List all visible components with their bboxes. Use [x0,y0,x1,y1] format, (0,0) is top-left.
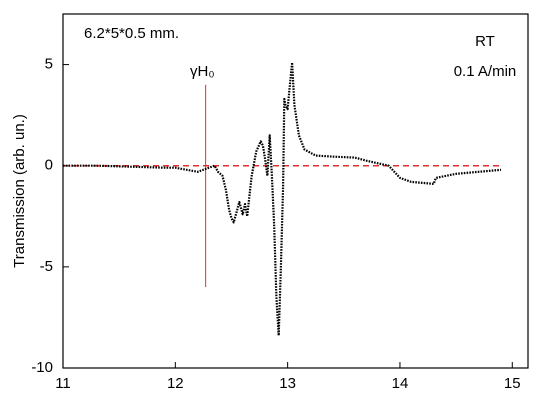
annotation: γH₀ [190,63,215,80]
x-tick-label: 14 [392,375,409,392]
plot-frame [62,13,529,369]
x-tick-label: 12 [167,375,184,392]
annotation: RT [475,33,495,50]
y-tick-label: -10 [31,359,53,376]
y-tick-label: -5 [40,258,53,275]
y-axis-label: Transmission (arb. un.) [11,114,28,268]
x-tick-label: 13 [279,375,296,392]
x-tick-label: 11 [55,375,71,392]
y-tick-label: 0 [45,157,53,174]
annotation: 0.1 A/min [454,63,517,80]
x-tick-label: 15 [504,375,521,392]
y-tick-label: 5 [45,56,53,73]
data-line [63,61,502,337]
annotation: 6.2*5*0.5 mm. [84,25,179,42]
